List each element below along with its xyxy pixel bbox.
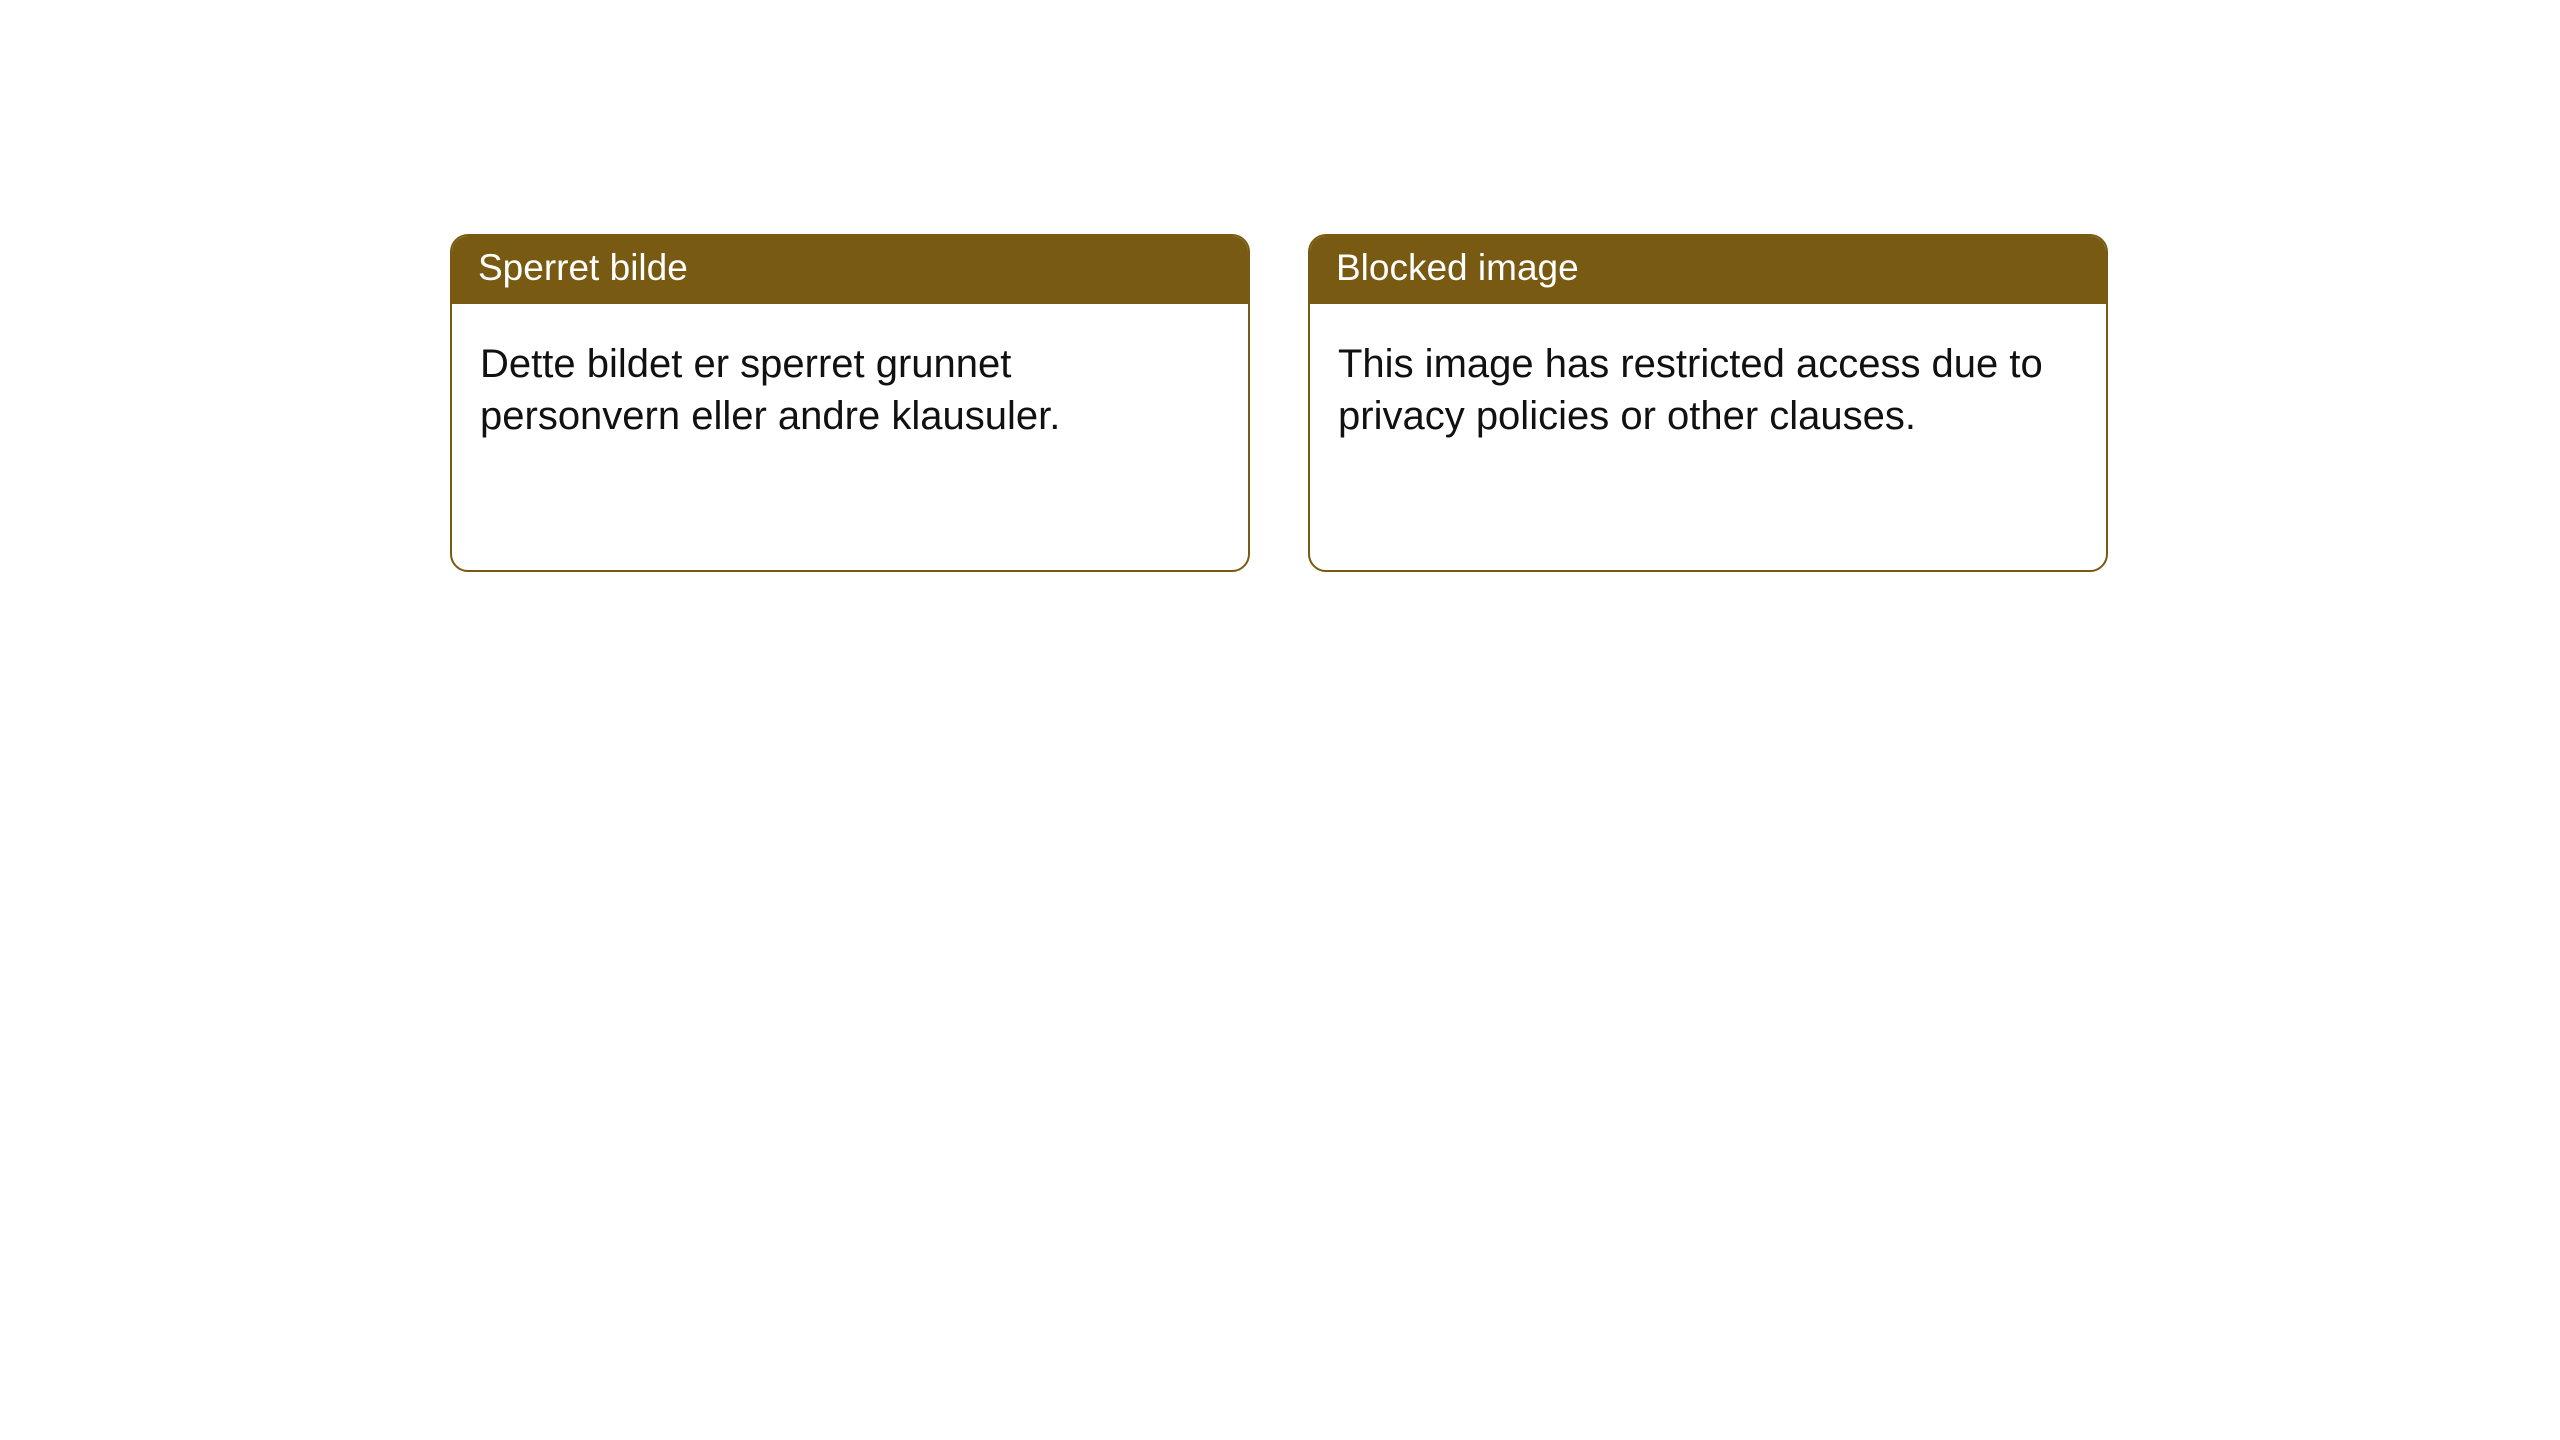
notice-body-norwegian: Dette bildet er sperret grunnet personve… — [452, 304, 1248, 476]
notice-title-english: Blocked image — [1310, 236, 2106, 304]
notice-card-norwegian: Sperret bilde Dette bildet er sperret gr… — [450, 234, 1250, 572]
notice-title-norwegian: Sperret bilde — [452, 236, 1248, 304]
notice-card-english: Blocked image This image has restricted … — [1308, 234, 2108, 572]
notice-container: Sperret bilde Dette bildet er sperret gr… — [0, 0, 2560, 572]
notice-body-english: This image has restricted access due to … — [1310, 304, 2106, 476]
